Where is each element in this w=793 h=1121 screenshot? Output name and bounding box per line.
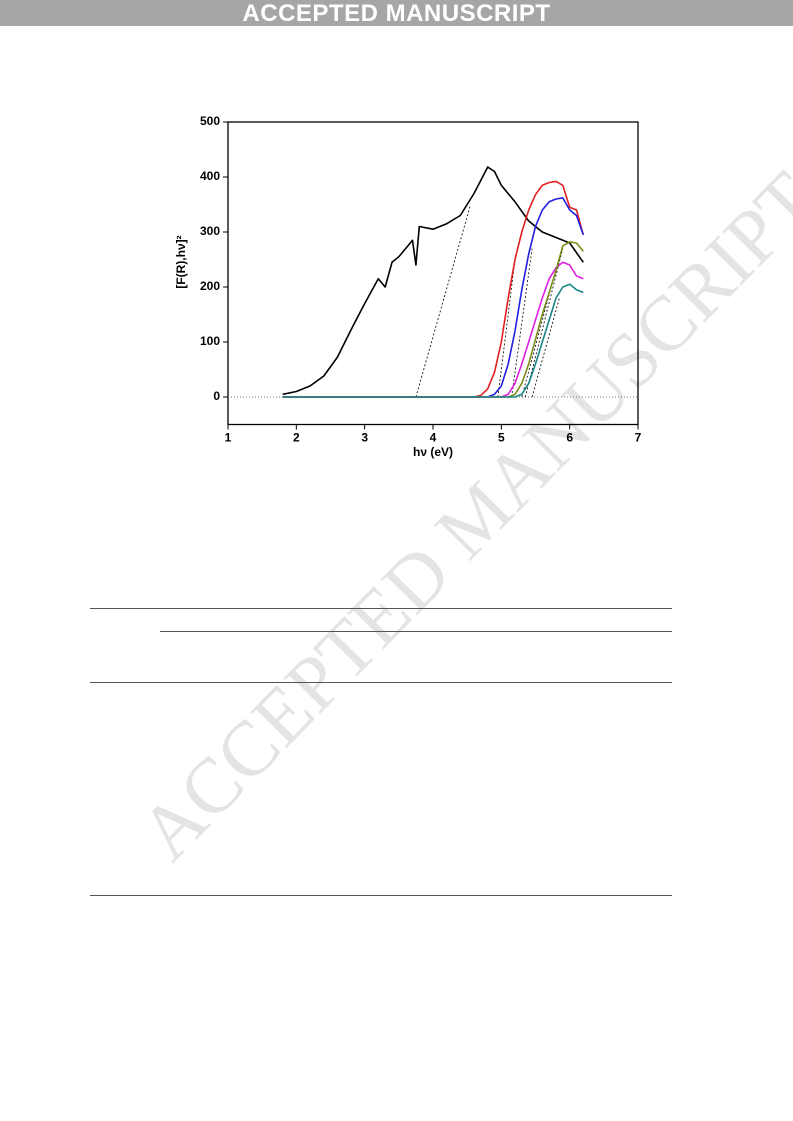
- x-tick-label: 6: [566, 431, 573, 445]
- data-line: [282, 283, 584, 398]
- data-line: [282, 261, 584, 398]
- y-tick-label: 400: [200, 169, 220, 183]
- y-axis-label: [F(R),hν]²: [174, 235, 188, 288]
- y-tick-label: 500: [200, 114, 220, 128]
- y-tick-label: 300: [200, 224, 220, 238]
- tangent-line: [524, 248, 564, 398]
- tangent-line: [415, 204, 471, 398]
- x-tick-label: 5: [498, 431, 505, 445]
- tangent-line: [531, 297, 560, 398]
- data-line: [282, 241, 584, 398]
- y-tick-label: 0: [213, 389, 220, 403]
- table-rule: [90, 682, 672, 683]
- x-tick-label: 3: [361, 431, 368, 445]
- x-axis-label: hν (eV): [413, 445, 453, 459]
- x-tick-label: 1: [225, 431, 232, 445]
- y-tick-label: 100: [200, 334, 220, 348]
- y-tick-label: 200: [200, 279, 220, 293]
- data-line: [282, 166, 584, 396]
- chart: hν (eV) [F(R),hν]² 1 2 3 4 5 6 7 0 100 200 300 400 5…: [174, 114, 642, 459]
- data-line: [282, 197, 585, 398]
- tangent-line: [511, 248, 533, 398]
- table-rule: [160, 631, 672, 632]
- x-tick-label: 4: [430, 431, 437, 445]
- tangent-line: [497, 259, 516, 398]
- table-rule: [90, 895, 672, 896]
- x-tick-label: 2: [293, 431, 300, 445]
- table-rule: [90, 608, 672, 609]
- x-tick-label: 7: [635, 431, 642, 445]
- data-line: [282, 180, 585, 398]
- header-banner: ACCEPTED MANUSCRIPT: [0, 0, 793, 27]
- plot-frame: [227, 121, 639, 426]
